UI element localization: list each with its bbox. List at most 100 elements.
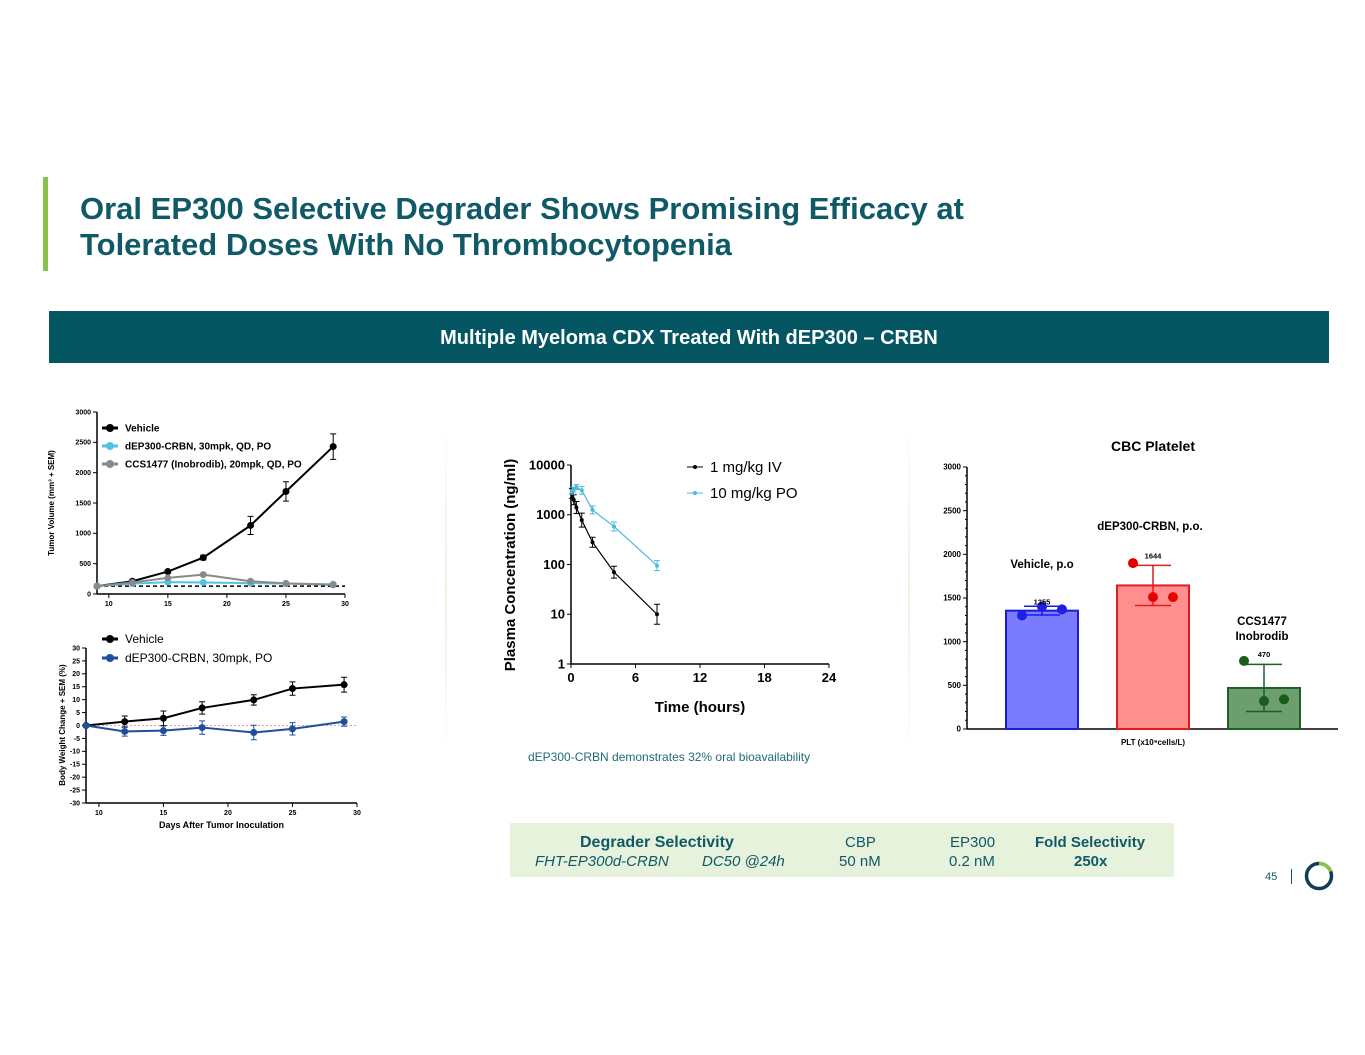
x-tick-label: 0: [567, 670, 574, 685]
compound-name: FHT-EP300d-CRBN: [535, 853, 669, 870]
slide-title: Oral EP300 Selective Degrader Shows Prom…: [80, 191, 964, 263]
data-point: [93, 582, 101, 590]
y-tick-label: 2000: [943, 550, 961, 559]
x-tick-label: 15: [160, 810, 168, 817]
data-point: [121, 718, 129, 726]
bar-value-label: 1644: [1145, 551, 1163, 560]
data-point: [574, 485, 579, 490]
ep300-value: 0.2 nM: [949, 853, 995, 870]
legend-label: CCS1477 (Inobrodib), 20mpk, QD, PO: [125, 459, 302, 470]
data-point: [571, 497, 576, 502]
category-label: CCS1477: [1237, 616, 1287, 628]
legend-marker: [106, 424, 114, 432]
data-point: [1037, 601, 1047, 612]
cbp-label: CBP: [845, 834, 876, 851]
data-point: [159, 727, 167, 735]
y-tick-label: 2500: [75, 440, 91, 447]
category-label: Inobrodib: [1235, 631, 1288, 643]
data-point: [612, 570, 616, 575]
fold-selectivity-label: Fold Selectivity: [1035, 834, 1146, 851]
divider: [908, 420, 910, 760]
data-point: [199, 578, 207, 586]
data-point: [1168, 592, 1178, 603]
chart-title: CBC Platelet: [1111, 438, 1195, 454]
x-tick-label: 25: [289, 810, 297, 817]
x-tick-label: 18: [757, 670, 771, 685]
y-tick-label: 500: [79, 561, 91, 568]
page-number: 45: [1265, 871, 1278, 883]
legend-label: dEP300-CRBN, 30mpk, QD, PO: [125, 441, 271, 452]
y-tick-label: 2000: [75, 470, 91, 477]
data-point: [579, 488, 584, 493]
legend-label: dEP300-CRBN, 30mpk, PO: [125, 651, 272, 665]
bar-value-label: 1355: [1034, 597, 1051, 606]
data-point: [329, 581, 337, 589]
legend-marker: [106, 635, 114, 643]
x-tick-label: 20: [223, 601, 231, 608]
y-tick-label: 15: [72, 684, 80, 691]
legend-label: 10 mg/kg PO: [710, 485, 798, 502]
data-point: [121, 727, 129, 735]
data-point: [612, 524, 616, 529]
title-line-1: Oral EP300 Selective Degrader Shows Prom…: [80, 191, 964, 226]
data-point: [1279, 694, 1289, 705]
fold-selectivity-value: 250x: [1074, 853, 1108, 870]
y-tick-label: 500: [948, 681, 962, 690]
data-point: [282, 579, 290, 587]
x-tick-label: 30: [353, 810, 361, 817]
data-point: [1239, 655, 1249, 666]
data-point: [1148, 592, 1158, 603]
x-tick-label: 30: [341, 601, 349, 608]
data-point: [250, 728, 258, 736]
y-tick-label: 3000: [75, 409, 91, 416]
y-tick-label: -30: [70, 800, 80, 807]
y-tick-label: 10: [551, 607, 565, 622]
x-tick-label: 12: [693, 670, 707, 685]
legend-marker: [106, 460, 114, 468]
x-axis-label: Time (hours): [655, 699, 746, 716]
y-tick-label: 5: [76, 710, 80, 717]
data-point: [128, 578, 136, 586]
x-tick-label: 24: [822, 670, 837, 685]
data-point: [247, 577, 255, 585]
y-tick-label: -20: [70, 775, 80, 782]
y-tick-label: 1000: [943, 637, 961, 646]
category-label: dEP300-CRBN, p.o.: [1097, 521, 1202, 533]
x-axis-label: PLT (x10⁹cells/L): [1121, 738, 1185, 747]
data-point: [340, 681, 348, 689]
bar-value-label: 470: [1258, 650, 1271, 659]
data-point: [590, 507, 595, 512]
data-point: [199, 554, 207, 562]
ep300-label: EP300: [950, 834, 996, 851]
y-tick-label: 3000: [943, 463, 961, 472]
x-tick-label: 20: [224, 810, 232, 817]
data-point: [164, 568, 172, 576]
y-tick-label: -15: [70, 762, 80, 769]
company-logo-icon: [1304, 861, 1334, 891]
y-tick-label: -25: [70, 787, 80, 794]
x-tick-label: 6: [632, 670, 639, 685]
y-tick-label: -5: [74, 736, 80, 743]
bar: [1116, 584, 1190, 731]
y-tick-label: 0: [957, 725, 962, 734]
y-tick-label: 25: [72, 658, 80, 665]
y-tick-label: 10000: [529, 457, 565, 472]
y-tick-label: 20: [72, 671, 80, 678]
y-tick-label: -10: [70, 749, 80, 756]
data-point: [82, 722, 90, 729]
y-tick-label: 1000: [536, 507, 565, 522]
data-point: [340, 718, 348, 726]
bioavailability-caption: dEP300-CRBN demonstrates 32% oral bioava…: [528, 750, 811, 764]
title-accent-bar: [43, 177, 48, 271]
data-point: [1128, 558, 1138, 569]
data-point: [164, 574, 172, 582]
bar: [1005, 609, 1079, 730]
data-point: [1259, 696, 1269, 707]
x-tick-label: 10: [105, 601, 113, 608]
y-tick-label: 0: [87, 591, 91, 598]
x-tick-label: 10: [95, 810, 103, 817]
x-tick-label: 15: [164, 601, 172, 608]
selectivity-header: Degrader Selectivity: [580, 834, 734, 851]
x-tick-label: 25: [282, 601, 290, 608]
legend-marker: [106, 442, 114, 450]
